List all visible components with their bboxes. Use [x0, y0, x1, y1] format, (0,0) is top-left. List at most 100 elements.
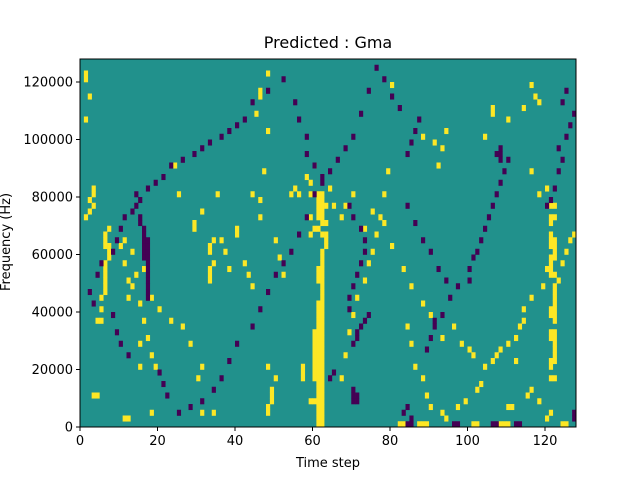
heatmap-cell-low — [118, 340, 123, 347]
heatmap-cell-low — [145, 243, 151, 250]
heatmap-cell-high — [490, 110, 495, 117]
heatmap-cell-high — [316, 266, 321, 273]
heatmap-cell-high — [514, 335, 519, 342]
heatmap-cell-high — [269, 392, 275, 399]
heatmap-cell-low — [142, 248, 147, 255]
heatmap-cell-high — [320, 294, 325, 301]
heatmap-cell-high — [444, 415, 449, 422]
heatmap-cell-high — [560, 260, 565, 267]
heatmap-cell-high — [320, 202, 325, 209]
heatmap-cell-high — [548, 363, 554, 370]
heatmap-cell-high — [312, 225, 317, 232]
heatmap-cell-high — [552, 358, 557, 365]
heatmap-cell-low — [227, 128, 232, 135]
heatmap-cell-high — [320, 421, 325, 428]
heatmap-cell-high — [149, 409, 154, 416]
heatmap-cell-high — [432, 139, 437, 146]
y-tick-label: 100000 — [23, 133, 73, 148]
heatmap-cell-high — [552, 352, 557, 359]
heatmap-cell-high — [262, 168, 267, 175]
heatmap-cell-high — [316, 340, 321, 347]
heatmap-cell-high — [316, 398, 321, 405]
heatmap-cell-high — [316, 415, 321, 422]
heatmap-cell-high — [122, 260, 127, 267]
heatmap-cell-low — [289, 248, 294, 255]
heatmap-cell-low — [87, 289, 92, 296]
heatmap-cell-high — [548, 231, 554, 238]
heatmap-cell-high — [196, 375, 201, 382]
heatmap-cell-high — [506, 421, 511, 428]
heatmap-cell-high — [320, 409, 325, 416]
heatmap-cell-high — [297, 191, 302, 198]
heatmap-cell-low — [366, 87, 371, 94]
heatmap-cell-high — [103, 231, 108, 238]
heatmap-cell-high — [103, 289, 108, 296]
heatmap-cell-low — [432, 317, 437, 324]
heatmap-cell-high — [548, 220, 554, 227]
heatmap-cell-low — [359, 260, 364, 267]
heatmap-cell-high — [533, 93, 538, 100]
heatmap-cell-high — [324, 202, 329, 209]
heatmap-cell-high — [211, 409, 216, 416]
heatmap-cell-low — [200, 145, 205, 152]
heatmap-cell-high — [130, 248, 135, 255]
heatmap-cell-low — [514, 421, 519, 428]
heatmap-cell-low — [297, 231, 302, 238]
y-tick-label: 80000 — [32, 191, 73, 206]
heatmap-cell-high — [548, 214, 554, 221]
heatmap-cell-high — [312, 363, 317, 370]
heatmap-cell-low — [312, 162, 317, 169]
heatmap-cell-high — [320, 381, 325, 388]
heatmap-cell-low — [413, 220, 418, 227]
heatmap-cell-high — [200, 409, 205, 416]
heatmap-cell-low — [169, 162, 174, 169]
heatmap-cell-high — [548, 358, 554, 365]
heatmap-cell-low — [145, 237, 151, 244]
heatmap-cell-low — [366, 312, 371, 319]
heatmap-cell-high — [316, 329, 321, 336]
heatmap-cell-high — [339, 375, 344, 382]
heatmap-cell-high — [320, 363, 325, 370]
heatmap-cell-low — [114, 237, 120, 244]
heatmap-cell-high — [316, 404, 321, 411]
heatmap-cell-high — [552, 346, 557, 353]
heatmap-cell-low — [266, 289, 271, 296]
heatmap-cell-low — [405, 404, 410, 411]
heatmap-cell-high — [145, 335, 151, 342]
heatmap-cell-high — [440, 145, 445, 152]
heatmap-cell-high — [440, 409, 445, 416]
heatmap-cell-low — [219, 375, 224, 382]
heatmap-cell-high — [506, 340, 511, 347]
heatmap-cell-high — [316, 409, 321, 416]
heatmap-cell-low — [502, 168, 507, 175]
heatmap-cell-low — [145, 283, 151, 290]
heatmap-cell-high — [552, 312, 557, 319]
heatmap-cell-high — [390, 82, 395, 89]
heatmap-cell-low — [548, 197, 554, 204]
heatmap-cell-high — [320, 392, 325, 399]
heatmap-cell-high — [269, 386, 275, 393]
heatmap-cell-low — [355, 398, 360, 405]
heatmap-cell-high — [316, 300, 321, 307]
heatmap-cell-high — [176, 191, 182, 198]
heatmap-cell-low — [351, 340, 356, 347]
heatmap-cell-high — [498, 421, 503, 428]
heatmap-cell-low — [564, 87, 569, 94]
heatmap-cell-low — [362, 317, 368, 324]
heatmap-cell-low — [347, 294, 352, 301]
x-tick-label: 80 — [382, 434, 399, 449]
heatmap-cell-high — [320, 340, 325, 347]
heatmap-cell-high — [308, 231, 313, 238]
heatmap-cell-low — [130, 208, 135, 215]
heatmap-cell-low — [145, 271, 151, 278]
heatmap-cell-high — [545, 185, 550, 192]
heatmap-cell-low — [312, 191, 317, 198]
heatmap-cell-high — [107, 243, 112, 250]
heatmap-cell-high — [452, 323, 457, 330]
heatmap-cell-high — [312, 369, 317, 376]
heatmap-cell-high — [548, 260, 554, 267]
heatmap-cells — [83, 64, 577, 428]
heatmap-cell-low — [134, 191, 139, 198]
heatmap-cell-high — [320, 329, 325, 336]
heatmap-cell-low — [405, 421, 410, 428]
